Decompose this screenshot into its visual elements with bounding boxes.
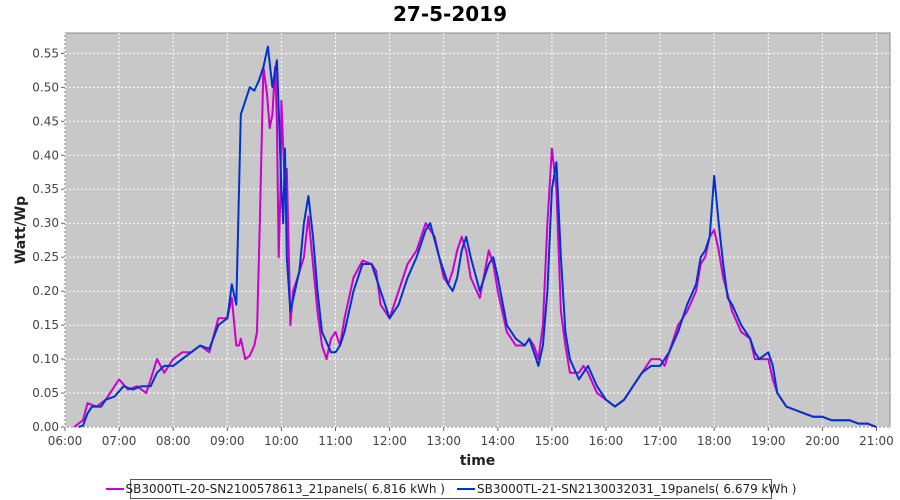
y-tick-label: 0.15 (32, 318, 59, 332)
x-tick-label: 07:00 (102, 434, 137, 448)
y-tick-label: 0.30 (32, 216, 59, 230)
y-tick-label: 0.40 (32, 148, 59, 162)
x-tick-label: 19:00 (751, 434, 786, 448)
x-tick-label: 20:00 (805, 434, 840, 448)
line-chart: 0.00 0.05 0.10 0.15 0.20 0.25 0.30 0.35 0.40 0.45… (13, 32, 894, 469)
x-tick-label: 12:00 (372, 434, 407, 448)
y-tick-label: 0.45 (32, 114, 59, 128)
y-tick-label: 0.55 (32, 46, 59, 60)
plot-area (64, 32, 891, 428)
legend-swatch-series-1 (105, 488, 124, 490)
y-axis-label: Watt/Wp (13, 196, 29, 264)
y-tick-label: 0.25 (32, 250, 59, 264)
x-tick-label: 13:00 (426, 434, 461, 448)
y-tick-label: 0.50 (32, 80, 59, 94)
legend-label-series-2: SB3000TL-21-SN2130032031_19panels( 6.679… (477, 482, 797, 496)
x-tick-label: 06:00 (48, 434, 83, 448)
x-tick-label: 09:00 (210, 434, 245, 448)
x-tick-label: 15:00 (535, 434, 570, 448)
series-line-2 (78, 45, 877, 428)
chart-title: 27-5-2019 (392, 2, 507, 26)
legend-label-series-1: SB3000TL-20-SN2100578613_21panels( 6.816… (125, 482, 445, 496)
x-tick-label: 08:00 (156, 434, 191, 448)
legend-item-series-1: SB3000TL-20-SN2100578613_21panels( 6.816… (105, 482, 445, 496)
y-tick-label: 0.00 (32, 420, 59, 434)
x-tick-label: 21:00 (859, 434, 894, 448)
x-tick-label: 14:00 (480, 434, 515, 448)
x-tick-label: 16:00 (589, 434, 624, 448)
x-tick-label: 17:00 (643, 434, 678, 448)
chart-legend: SB3000TL-20-SN2100578613_21panels( 6.816… (105, 479, 796, 499)
y-tick-label: 0.05 (32, 386, 59, 400)
y-tick-label: 0.35 (32, 182, 59, 196)
y-tick-label: 0.10 (32, 352, 59, 366)
x-axis-label: time (460, 453, 496, 469)
legend-item-series-2: SB3000TL-21-SN2130032031_19panels( 6.679… (457, 482, 796, 496)
legend-swatch-series-2 (457, 488, 475, 490)
x-tick-label: 10:00 (264, 434, 299, 448)
x-tick-label: 11:00 (318, 434, 353, 448)
x-tick-label: 18:00 (697, 434, 732, 448)
y-tick-label: 0.20 (32, 284, 59, 298)
